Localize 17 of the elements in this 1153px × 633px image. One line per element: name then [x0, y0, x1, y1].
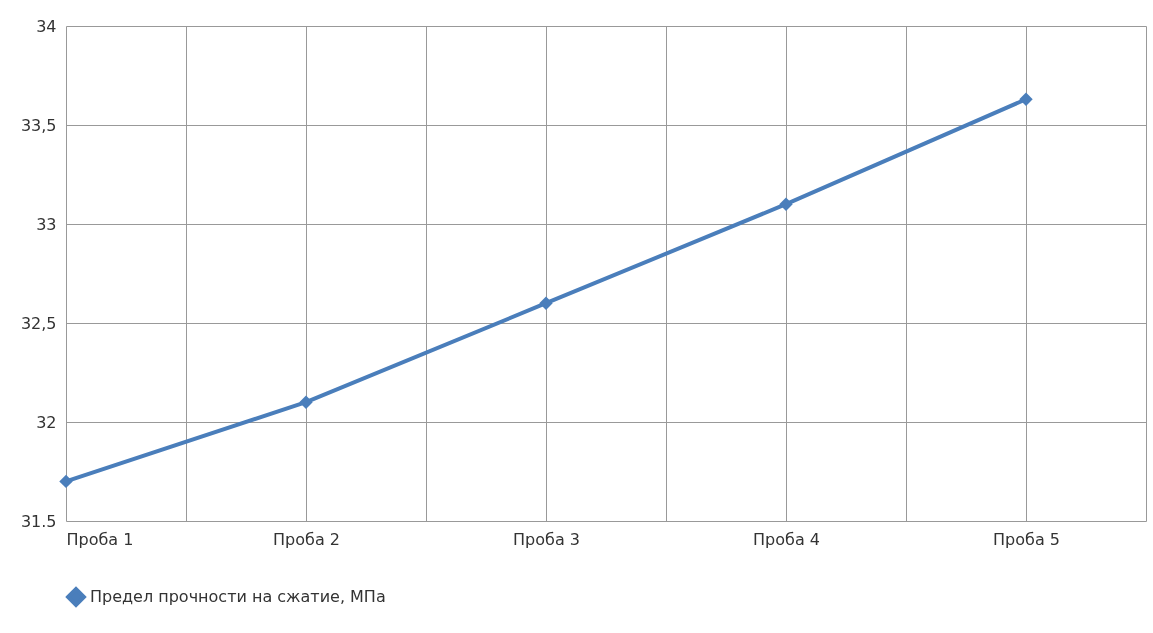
legend-label: Предел прочности на сжатие, МПа	[90, 587, 386, 606]
x-tick-label: Проба 1	[66, 529, 134, 549]
point	[299, 395, 313, 409]
y-tick-label: 32	[36, 412, 57, 432]
y-tick-label: 33,5	[20, 115, 57, 135]
y-tick-label: 31.5	[20, 511, 57, 531]
point	[779, 197, 793, 211]
point	[539, 296, 553, 310]
x-tick-label: Проба 2	[273, 529, 340, 549]
x-tick-label: Проба 4	[753, 529, 820, 549]
y-tick-label: 34	[36, 16, 57, 36]
point	[59, 474, 73, 489]
y-tick-label: 33	[36, 214, 57, 234]
y-tick-label: 32,5	[20, 313, 57, 333]
point	[1019, 92, 1033, 106]
x-tick-label: Проба 5	[993, 529, 1060, 549]
x-tick-label: Проба 3	[513, 529, 580, 549]
